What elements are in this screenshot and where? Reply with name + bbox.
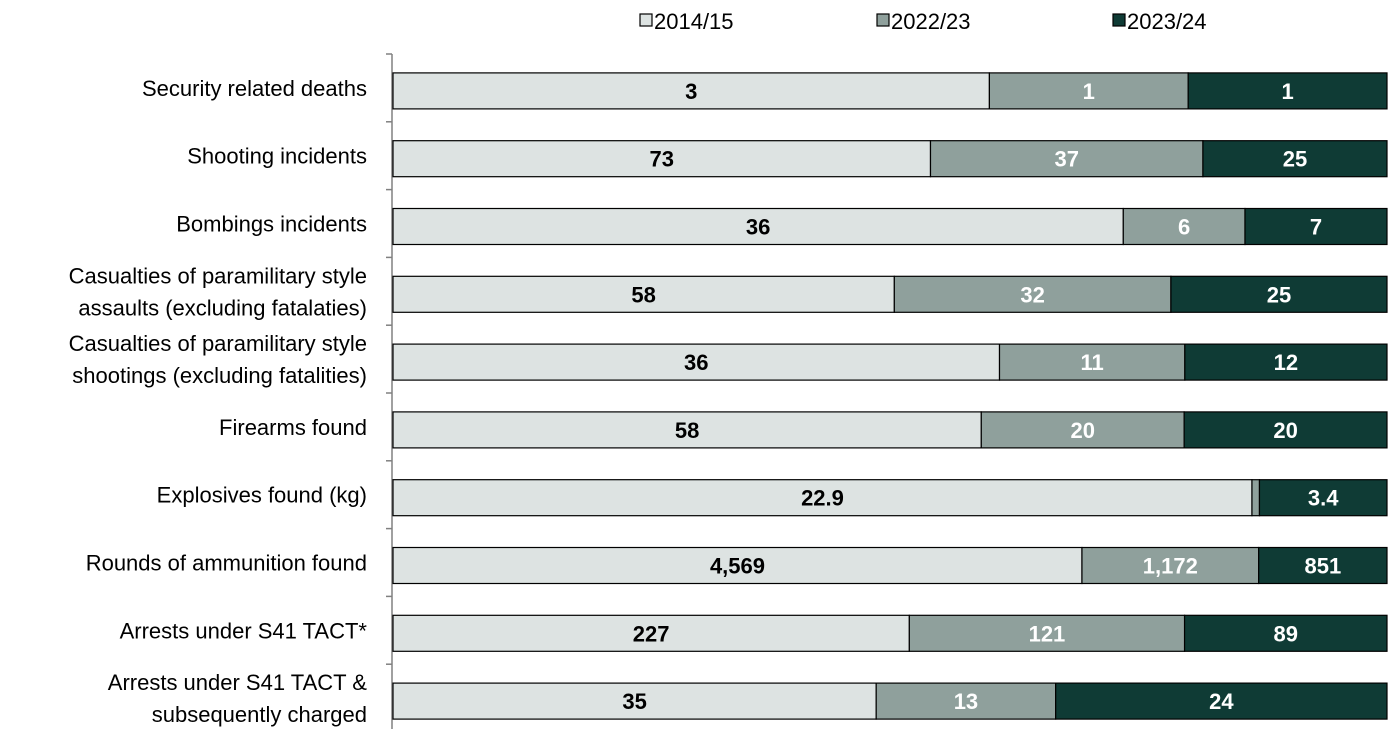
- bar-2022-23: [893, 275, 1172, 313]
- bar-2022-23: [1081, 546, 1260, 585]
- category-label: Bombings incidents: [176, 212, 367, 237]
- category-label: Security related deaths: [142, 76, 367, 101]
- data-label-2014-15: 4,569: [710, 554, 765, 579]
- category-label: Firearms found: [219, 415, 367, 440]
- bar-2023-24: [1202, 140, 1388, 178]
- category-label: shootings (excluding fatalities): [72, 363, 367, 388]
- bar-2014-15: [392, 614, 910, 652]
- bar-2014-15: [392, 207, 1124, 246]
- legend-label-2014-15: 2014/15: [654, 9, 734, 34]
- data-label-2014-15: 227: [633, 621, 670, 646]
- legend-swatch-2023-24: [1112, 13, 1126, 27]
- bar-2014-15: [392, 72, 991, 110]
- category-label: Explosives found (kg): [157, 483, 367, 508]
- bar-2023-24: [1258, 546, 1388, 585]
- data-label-2014-15: 36: [746, 215, 770, 240]
- legend-label-2023-24: 2023/24: [1127, 9, 1207, 34]
- legend-swatch-2014-15: [639, 13, 653, 27]
- data-label-2014-15: 36: [684, 350, 708, 375]
- bar-2014-15: [392, 343, 1001, 381]
- legend-item-2022-23: 2022/23: [876, 9, 971, 34]
- bar-2014-15: [392, 411, 982, 449]
- category-axis: Security related deaths Shooting incident…: [69, 53, 393, 729]
- category-label: subsequently charged: [152, 702, 367, 727]
- bar-2023-24: [1170, 275, 1388, 313]
- legend: 2014/15 2022/23 2023/24: [639, 9, 1207, 34]
- legend-label-2022-23: 2022/23: [891, 9, 971, 34]
- category-label: Casualties of paramilitary style: [69, 263, 367, 288]
- bar-2023-24: [1055, 682, 1388, 720]
- bar-2023-24: [1187, 72, 1388, 110]
- data-label-2022-23: 13: [954, 689, 978, 714]
- data-label-2022-23: 121: [1029, 621, 1066, 646]
- bar-2014-15: [392, 275, 895, 313]
- bar-2022-23: [908, 614, 1186, 652]
- data-label-2023-24: 7: [1310, 215, 1322, 240]
- category-label: Arrests under S41 TACT*: [120, 618, 368, 643]
- bar-2023-24: [1183, 411, 1388, 449]
- data-label-2022-23: 32: [1020, 282, 1044, 307]
- data-label-2014-15: 22.9: [801, 486, 844, 511]
- bar-2022-23: [988, 72, 1189, 110]
- data-label-2022-23: 11: [1081, 350, 1104, 375]
- bar-2014-15: [392, 546, 1083, 585]
- data-label-2023-24: 12: [1274, 350, 1298, 375]
- data-label-2014-15: 3: [685, 79, 697, 104]
- data-label-2022-23: 6: [1178, 215, 1190, 240]
- data-label-2014-15: 73: [650, 147, 674, 172]
- bar-2014-15: [392, 682, 877, 720]
- data-label-2022-23: 37: [1054, 147, 1078, 172]
- data-label-2023-24: 851: [1304, 554, 1341, 579]
- bar-2023-24: [1184, 343, 1388, 381]
- bar-2023-24: [1258, 479, 1388, 517]
- data-label-2023-24: 89: [1274, 621, 1298, 646]
- data-label-2014-15: 35: [622, 689, 646, 714]
- bar-2014-15: [392, 479, 1253, 517]
- bar-2023-24: [1183, 614, 1388, 652]
- category-label: assaults (excluding fatalaties): [78, 295, 367, 320]
- category-label: Casualties of paramilitary style: [69, 331, 367, 356]
- bar-2014-15: [392, 140, 932, 178]
- bar-2022-23: [998, 343, 1186, 381]
- data-label-2023-24: 24: [1209, 689, 1234, 714]
- data-label-2014-15: 58: [675, 418, 699, 443]
- data-label-2023-24: 1: [1281, 79, 1293, 104]
- bar-2022-23: [929, 140, 1204, 178]
- bar-2022-23: [1251, 479, 1261, 517]
- category-label: Shooting incidents: [187, 144, 367, 169]
- bar-2022-23: [980, 411, 1185, 449]
- data-label-2023-24: 3.4: [1308, 486, 1339, 511]
- data-label-2023-24: 25: [1283, 147, 1307, 172]
- legend-item-2023-24: 2023/24: [1112, 9, 1207, 34]
- bar-2023-24: [1244, 207, 1388, 246]
- data-label-2014-15: 58: [631, 282, 655, 307]
- data-label-2022-23: 20: [1070, 418, 1094, 443]
- legend-swatch-2022-23: [876, 13, 890, 27]
- data-label-2023-24: 25: [1267, 282, 1291, 307]
- data-label-2023-24: 20: [1273, 418, 1297, 443]
- category-label: Arrests under S41 TACT &: [108, 670, 368, 695]
- legend-item-2014-15: 2014/15: [639, 9, 734, 34]
- category-label: Rounds of ammunition found: [86, 551, 367, 576]
- data-label-2022-23: 1,172: [1143, 554, 1198, 579]
- data-label-2022-23: 1: [1083, 79, 1095, 104]
